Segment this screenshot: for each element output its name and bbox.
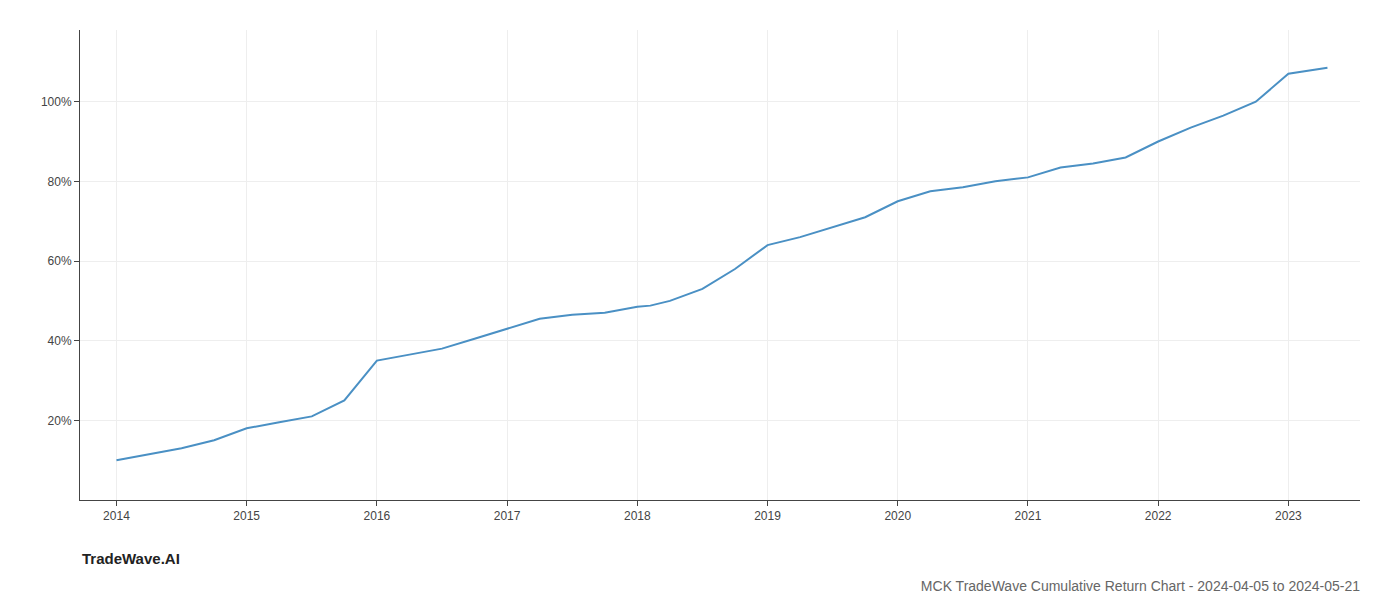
svg-text:100%: 100%: [41, 95, 72, 109]
svg-text:2016: 2016: [364, 509, 391, 523]
svg-text:2018: 2018: [624, 509, 651, 523]
svg-text:20%: 20%: [48, 414, 72, 428]
svg-text:TradeWave.AI: TradeWave.AI: [82, 550, 180, 567]
svg-text:40%: 40%: [48, 334, 72, 348]
svg-text:2015: 2015: [233, 509, 260, 523]
svg-text:2020: 2020: [884, 509, 911, 523]
svg-text:2014: 2014: [103, 509, 130, 523]
svg-text:MCK TradeWave Cumulative Retur: MCK TradeWave Cumulative Return Chart - …: [921, 578, 1360, 594]
svg-text:2021: 2021: [1015, 509, 1042, 523]
svg-text:2023: 2023: [1275, 509, 1302, 523]
svg-text:80%: 80%: [48, 175, 72, 189]
svg-text:60%: 60%: [48, 254, 72, 268]
svg-text:2022: 2022: [1145, 509, 1172, 523]
svg-text:2019: 2019: [754, 509, 781, 523]
svg-text:2017: 2017: [494, 509, 521, 523]
